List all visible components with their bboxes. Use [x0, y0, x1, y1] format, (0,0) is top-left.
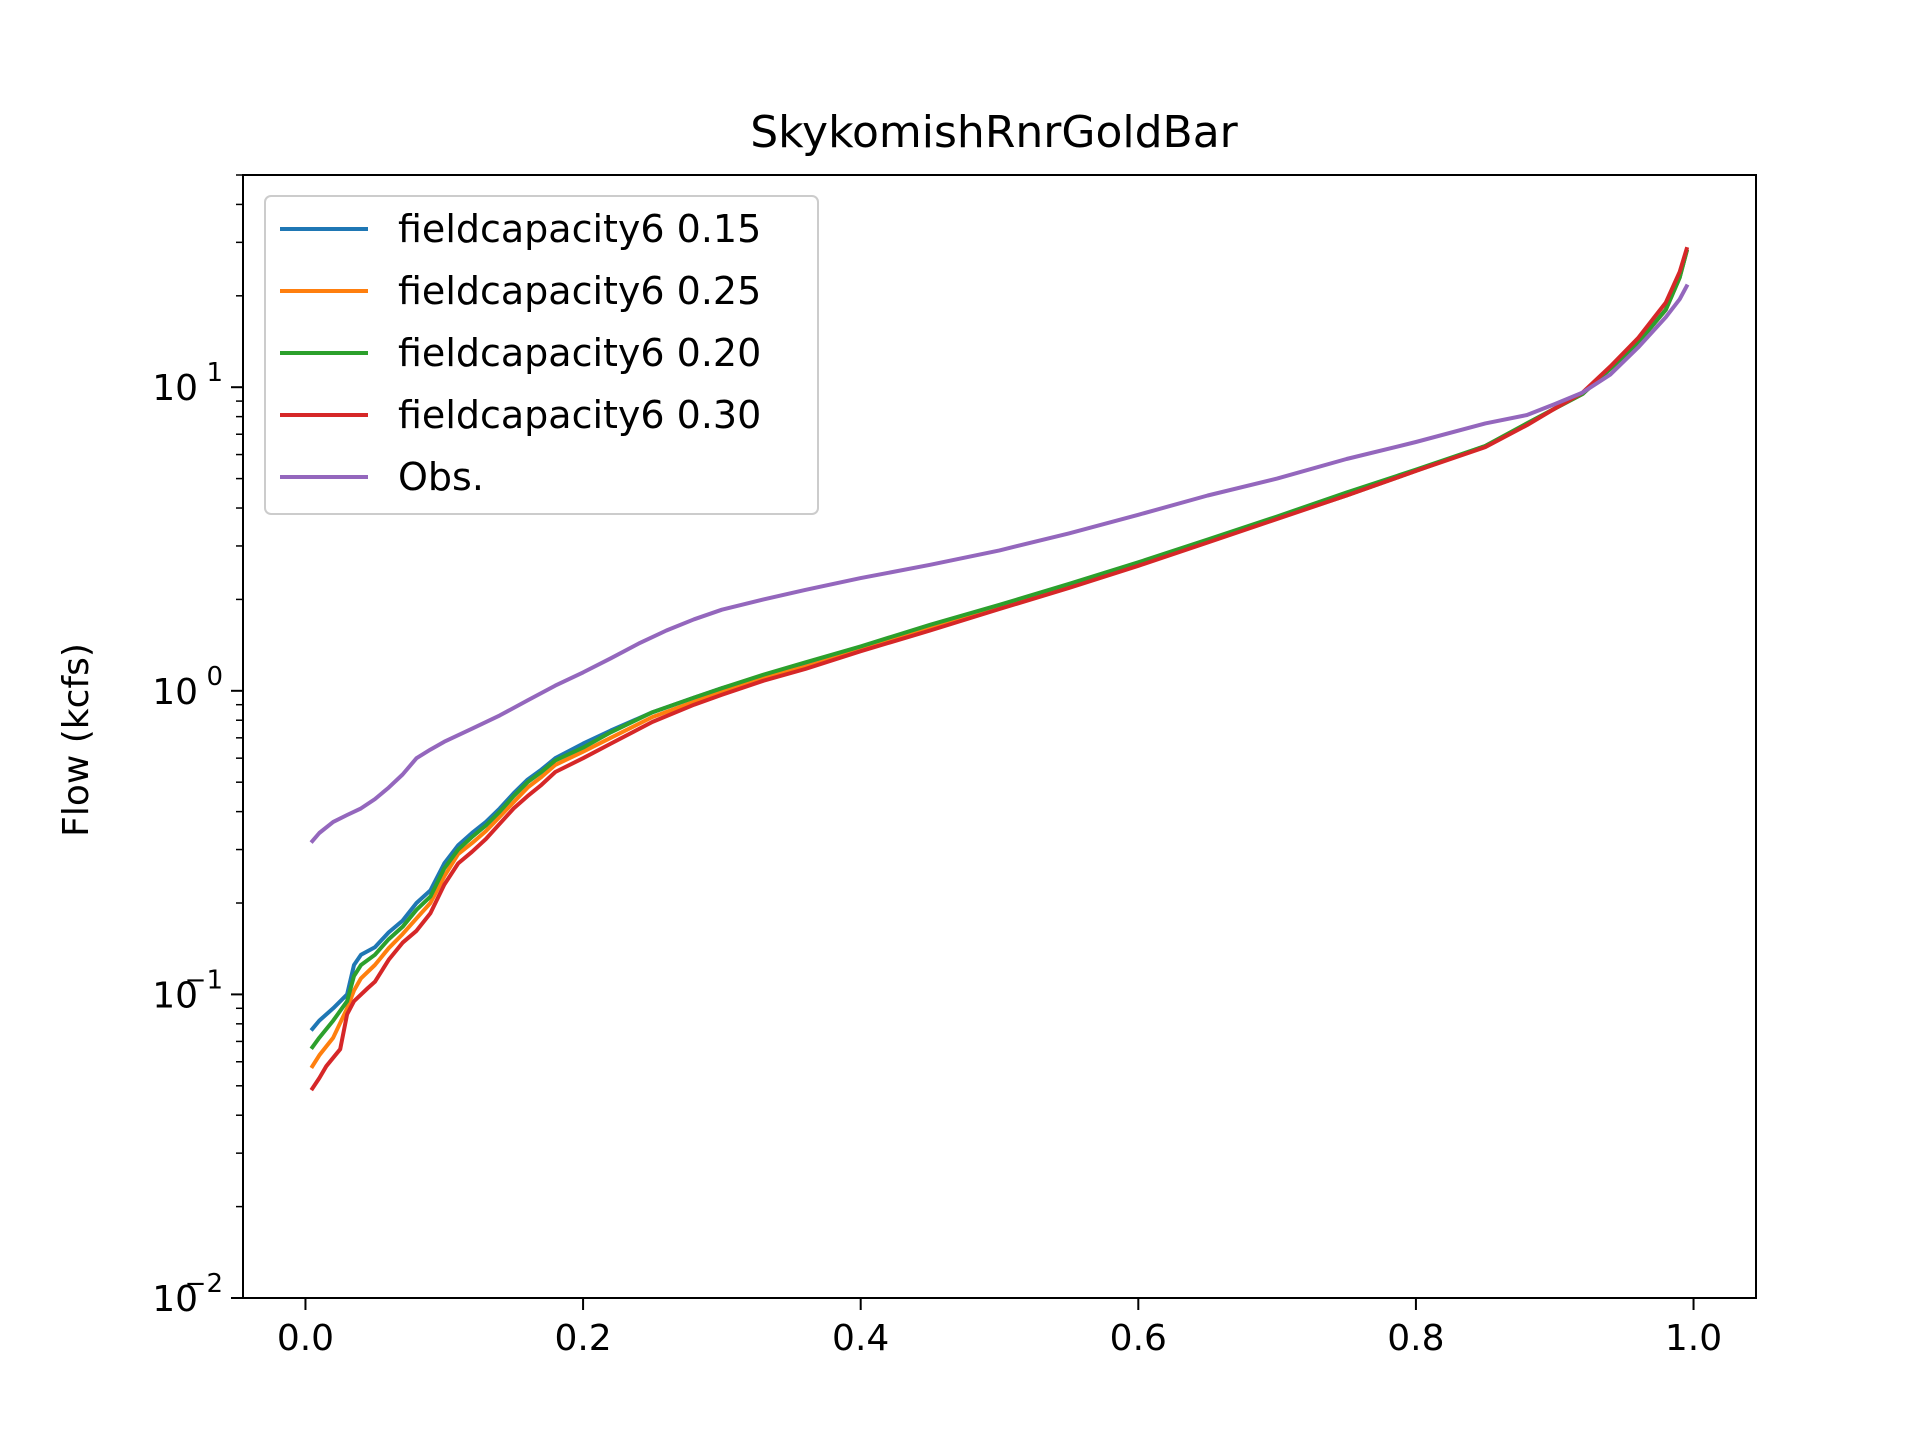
- y-tick-label: 10: [152, 975, 198, 1016]
- series-line-4: [309, 246, 1690, 1092]
- x-tick-label: 0.4: [832, 1318, 889, 1359]
- legend-label: fieldcapacity6 0.30: [398, 393, 761, 437]
- x-tick-label: 0.0: [277, 1318, 334, 1359]
- axes-frame: [242, 174, 1757, 1299]
- chart-title: SkykomishRnrGoldBar: [750, 107, 1238, 158]
- y-tick-exponent: −1: [185, 965, 223, 995]
- x-tick-label: 1.0: [1665, 1318, 1722, 1359]
- legend-label: fieldcapacity6 0.15: [398, 207, 761, 251]
- y-tick-exponent: 0: [206, 662, 223, 692]
- series-group: [309, 246, 1690, 1092]
- legend-label: Obs.: [398, 455, 484, 499]
- y-tick-label: 10: [152, 368, 198, 409]
- y-tick-exponent: −2: [185, 1269, 223, 1299]
- y-tick-label: 10: [152, 672, 198, 713]
- y-tick-exponent: 1: [206, 358, 223, 388]
- legend: fieldcapacity6 0.15 fieldcapacity6 0.25 fi…: [264, 195, 819, 515]
- y-axis-label: Flow (kcfs): [56, 643, 97, 837]
- series-line-5: [309, 283, 1690, 844]
- y-tick-label: 10: [152, 1279, 198, 1320]
- legend-frame: [264, 195, 819, 515]
- x-tick-label: 0.8: [1387, 1318, 1444, 1359]
- x-tick-label: 0.2: [554, 1318, 611, 1359]
- x-tick-label: 0.6: [1110, 1318, 1167, 1359]
- legend-label: fieldcapacity6 0.20: [398, 331, 761, 375]
- legend-label: fieldcapacity6 0.25: [398, 269, 761, 313]
